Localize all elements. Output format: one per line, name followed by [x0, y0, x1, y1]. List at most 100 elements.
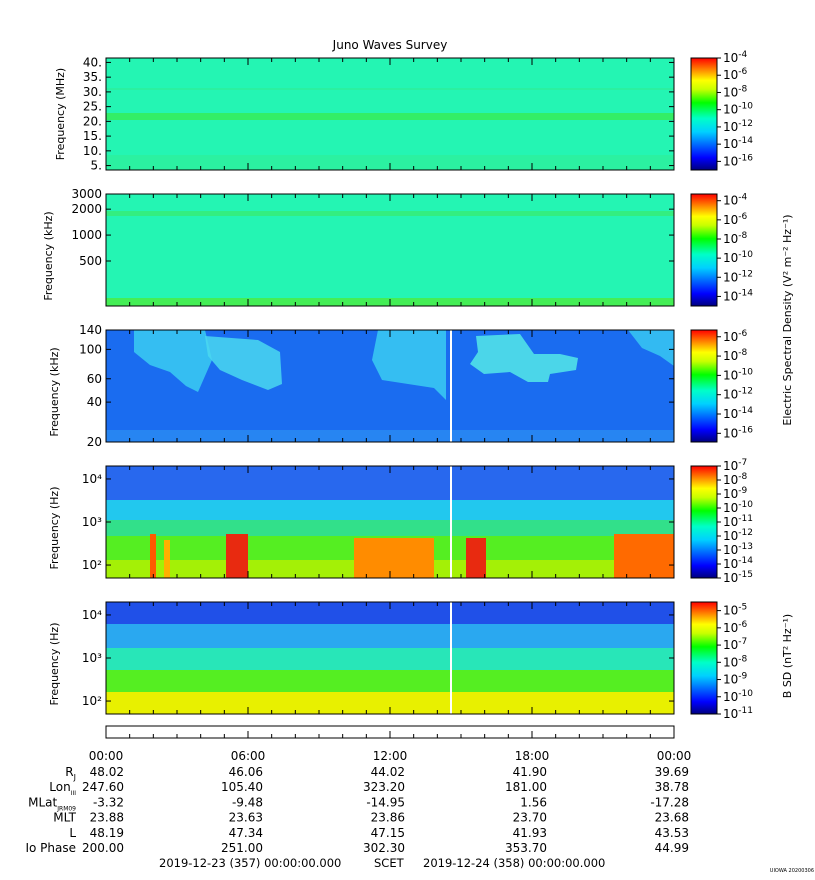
hfr-low-background	[106, 194, 674, 306]
lfr-low-e-upper	[106, 500, 674, 520]
hfr-low-ylabel: Frequency (kHz)	[42, 211, 55, 300]
ephemeris-value: 23.88	[90, 811, 124, 825]
electric-colorbar-label: Electric Spectral Density (V² m⁻² Hz⁻¹)	[781, 214, 794, 425]
scet-label: SCET	[374, 856, 405, 870]
ephemeris-value: -9.48	[232, 795, 263, 809]
colorbar-1	[690, 57, 718, 171]
colorbar-tick-label: 10-4	[723, 50, 748, 65]
ytick-label: 10²	[82, 694, 102, 708]
ephemeris-value: 47.34	[229, 826, 263, 840]
colorbar-tick-label: 10-6	[723, 329, 748, 344]
lfr-low-e-burst-6	[164, 540, 170, 578]
ephemeris-value: 181.00	[505, 780, 547, 794]
panel-lfr-high: Frequency (kHz)	[48, 329, 675, 443]
lfr-high-emission-5	[628, 330, 674, 366]
colorbar-tick-label: 10-9	[723, 486, 748, 501]
colorbar-tick-label: 10-4	[723, 193, 748, 208]
ephemeris-value: 105.40	[221, 780, 263, 794]
yaxis-5: 10⁴ 10³ 10²	[82, 608, 674, 708]
ephemeris-value: 43.53	[655, 826, 689, 840]
lfr-high-emission-1	[134, 330, 212, 392]
yaxis-1: 40.35.30.25.20.15.10.5.	[83, 55, 674, 173]
colorbar-tick-label: 10-12	[723, 528, 753, 543]
lfr-low-e-burst-2	[354, 538, 434, 578]
ytick-label: 5.	[91, 159, 102, 173]
ytick-label: 10.	[83, 144, 102, 158]
colorbar-tick-label: 10-14	[723, 288, 753, 303]
colorbars	[690, 57, 718, 715]
xaxis-ticks	[105, 58, 675, 738]
colorbar-tick-label: 10-10	[723, 250, 753, 265]
colorbar-tick-label: 10-10	[723, 102, 753, 117]
lfr-low-e-ylabel: Frequency (Hz)	[48, 487, 61, 570]
colorbar-tick-label: 10-6	[723, 620, 748, 635]
colorbar-tick-label: 10-12	[723, 119, 753, 134]
lfr-low-b-cyan	[106, 648, 674, 670]
colorbar-tick-label: 10-10	[723, 500, 753, 515]
ephemeris-row-label: Io Phase	[25, 841, 76, 855]
ephemeris-value: -3.32	[93, 795, 124, 809]
colorbar-tick-label: 10-11	[723, 514, 753, 529]
ephemeris-value: 48.19	[90, 826, 124, 840]
ephemeris-value: 353.70	[505, 841, 547, 855]
lfr-low-e-burst-1	[226, 534, 248, 578]
ephemeris-value: 41.90	[513, 765, 547, 779]
colorbar-tick-label: 10-14	[723, 136, 753, 151]
ytick-label: 30.	[83, 85, 102, 99]
ytick-label: 15.	[83, 129, 102, 143]
ephemeris-row-label: RJ	[65, 765, 76, 782]
ephemeris-value: 44.02	[371, 765, 405, 779]
colorbar-tick-label: 10-14	[723, 406, 753, 421]
ephemeris-value: 44.99	[655, 841, 689, 855]
colorbar-tick-label: 10-6	[723, 212, 748, 227]
credit-stamp: UIOWA 20200306	[770, 868, 814, 874]
colorbar-tick-label: 10-11	[723, 706, 753, 721]
ytick-label: 25.	[83, 100, 102, 114]
ephemeris-value: 46.06	[229, 765, 263, 779]
ephemeris-value: 23.63	[229, 811, 263, 825]
hfr-low-band-1800khz	[106, 211, 674, 216]
lfr-high-emission-4	[470, 334, 578, 382]
lfr-low-b-gap	[450, 602, 452, 714]
colorbar-tick-label: 10-12	[723, 269, 753, 284]
ephemeris-value: 323.20	[363, 780, 405, 794]
ytick-label: 20.	[83, 114, 102, 128]
colorbar-tick-label: 10-16	[723, 425, 753, 440]
yaxis-3: 140 100 60 40 20	[79, 323, 674, 449]
ephemeris-value: 251.00	[221, 841, 263, 855]
colorbar-tick-label: 10-13	[723, 542, 753, 557]
colorbar-tick-label: 10-6	[723, 67, 748, 82]
colorbar-tick-label: 10-8	[723, 84, 748, 99]
colorbar-2	[690, 193, 718, 307]
time-label: 00:00	[89, 749, 124, 763]
ephemeris-value: 39.69	[655, 765, 689, 779]
ephemeris-value: 200.00	[82, 841, 124, 855]
ephemeris-value: -17.28	[650, 795, 689, 809]
lfr-high-ylabel: Frequency (kHz)	[48, 347, 61, 436]
colorbar-ticks-4: 10-710-810-910-1010-1110-1210-1310-1410-…	[717, 458, 753, 585]
colorbar-ticks-2: 10-4 10-6 10-8 10-10 10-12 10-14	[717, 193, 753, 303]
lfr-low-e-gap	[450, 466, 452, 578]
ephemeris-value: 247.60	[82, 780, 124, 794]
end-time: 2019-12-24 (358) 00:00:00.000	[423, 856, 605, 870]
ephemeris-value: 302.30	[363, 841, 405, 855]
ytick-label: 3000	[71, 187, 102, 201]
ephemeris-value: 23.86	[371, 811, 405, 825]
ytick-label: 140	[79, 323, 102, 337]
panel-lfr-low-electric: Frequency (Hz)	[48, 465, 675, 579]
ephemeris-value: 41.93	[513, 826, 547, 840]
colorbar-tick-label: 10-5	[723, 603, 747, 618]
time-label: 00:00	[657, 749, 692, 763]
panel-lfr-low-magnetic: Frequency (Hz)	[48, 601, 675, 715]
ephemeris-value: 38.78	[655, 780, 689, 794]
ephemeris-row-label: LonIII	[49, 780, 76, 797]
ytick-label: 60	[87, 372, 102, 386]
colorbar-tick-label: 10-8	[723, 231, 748, 246]
lfr-low-b-green	[106, 670, 674, 692]
lfr-low-b-ylabel: Frequency (Hz)	[48, 623, 61, 706]
ytick-label: 1000	[71, 228, 102, 242]
colorbar-tick-label: 10-12	[723, 387, 753, 402]
colorbar-ticks-3: 10-6 10-8 10-10 10-12 10-14 10-16	[717, 329, 753, 440]
